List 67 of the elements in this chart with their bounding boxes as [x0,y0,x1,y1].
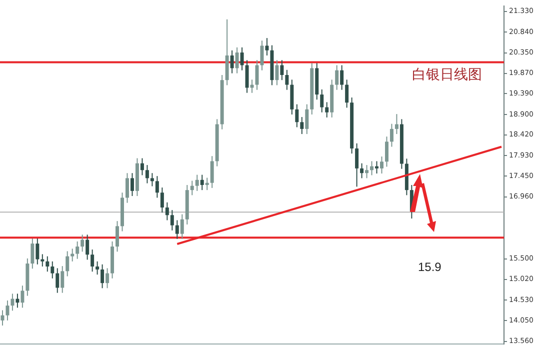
candlestick [275,60,279,86]
candlestick [6,300,10,321]
candlestick [320,88,324,113]
candlestick [370,160,374,176]
candlestick [340,64,344,90]
candlestick [126,172,129,204]
candlestick [230,50,234,74]
candlestick [190,180,194,196]
candlestick [90,249,94,272]
candlestick [375,160,378,174]
candlestick [394,114,398,135]
candlestick [145,164,149,184]
candlestick [10,293,14,312]
candlestick [140,158,144,176]
candlestick [260,40,264,71]
candlestick [210,156,214,188]
candlestick [76,240,80,260]
candlestick [66,250,70,277]
candlestick [100,264,104,289]
candlestick [60,266,64,294]
candlestick [106,268,110,289]
candlestick [116,220,120,252]
candlestick [70,248,74,262]
candlestick [96,260,100,276]
candlestick [0,310,4,326]
candlestick [180,214,184,240]
candlestick [255,60,259,90]
candlestick [235,46,239,74]
candlestick [384,136,388,168]
candlestick [305,104,309,135]
candlestick [390,123,394,148]
candlestick [205,177,209,191]
candlestick [56,268,60,294]
candlestick [380,156,384,174]
candlestick [130,172,134,197]
candlestick [265,38,269,56]
candlestick [300,116,304,135]
candlestick [335,64,339,90]
candlestick [86,234,90,260]
candlestick [50,260,54,279]
candlestick [355,142,359,188]
candlestick [345,79,349,108]
candlestick [360,162,364,179]
candlestick [285,69,289,90]
candlestick [195,174,199,192]
candlestick [30,238,34,270]
candlestick [16,293,20,308]
candlestick [280,60,284,81]
annotation: 白银日线图 [412,66,482,84]
candlestick [245,60,249,94]
candlestick [46,256,50,272]
candlestick [160,187,164,214]
candlestick [365,164,369,179]
candlestick [150,172,154,187]
candlestick [155,176,159,198]
candlestick [240,46,244,71]
candlestick [295,104,299,128]
candlestick [20,285,24,308]
candlestick [325,102,329,118]
candlestick [165,202,169,221]
candlestick [40,254,44,268]
candlestick [36,238,40,265]
candlestick [200,174,204,191]
annotation: 15.9 [418,260,442,274]
candlestick [80,234,84,252]
candlestick [175,220,179,240]
candlestick [170,210,174,231]
